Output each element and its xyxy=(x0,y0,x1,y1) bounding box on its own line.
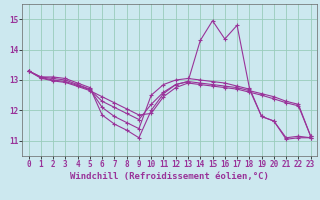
X-axis label: Windchill (Refroidissement éolien,°C): Windchill (Refroidissement éolien,°C) xyxy=(70,172,269,181)
